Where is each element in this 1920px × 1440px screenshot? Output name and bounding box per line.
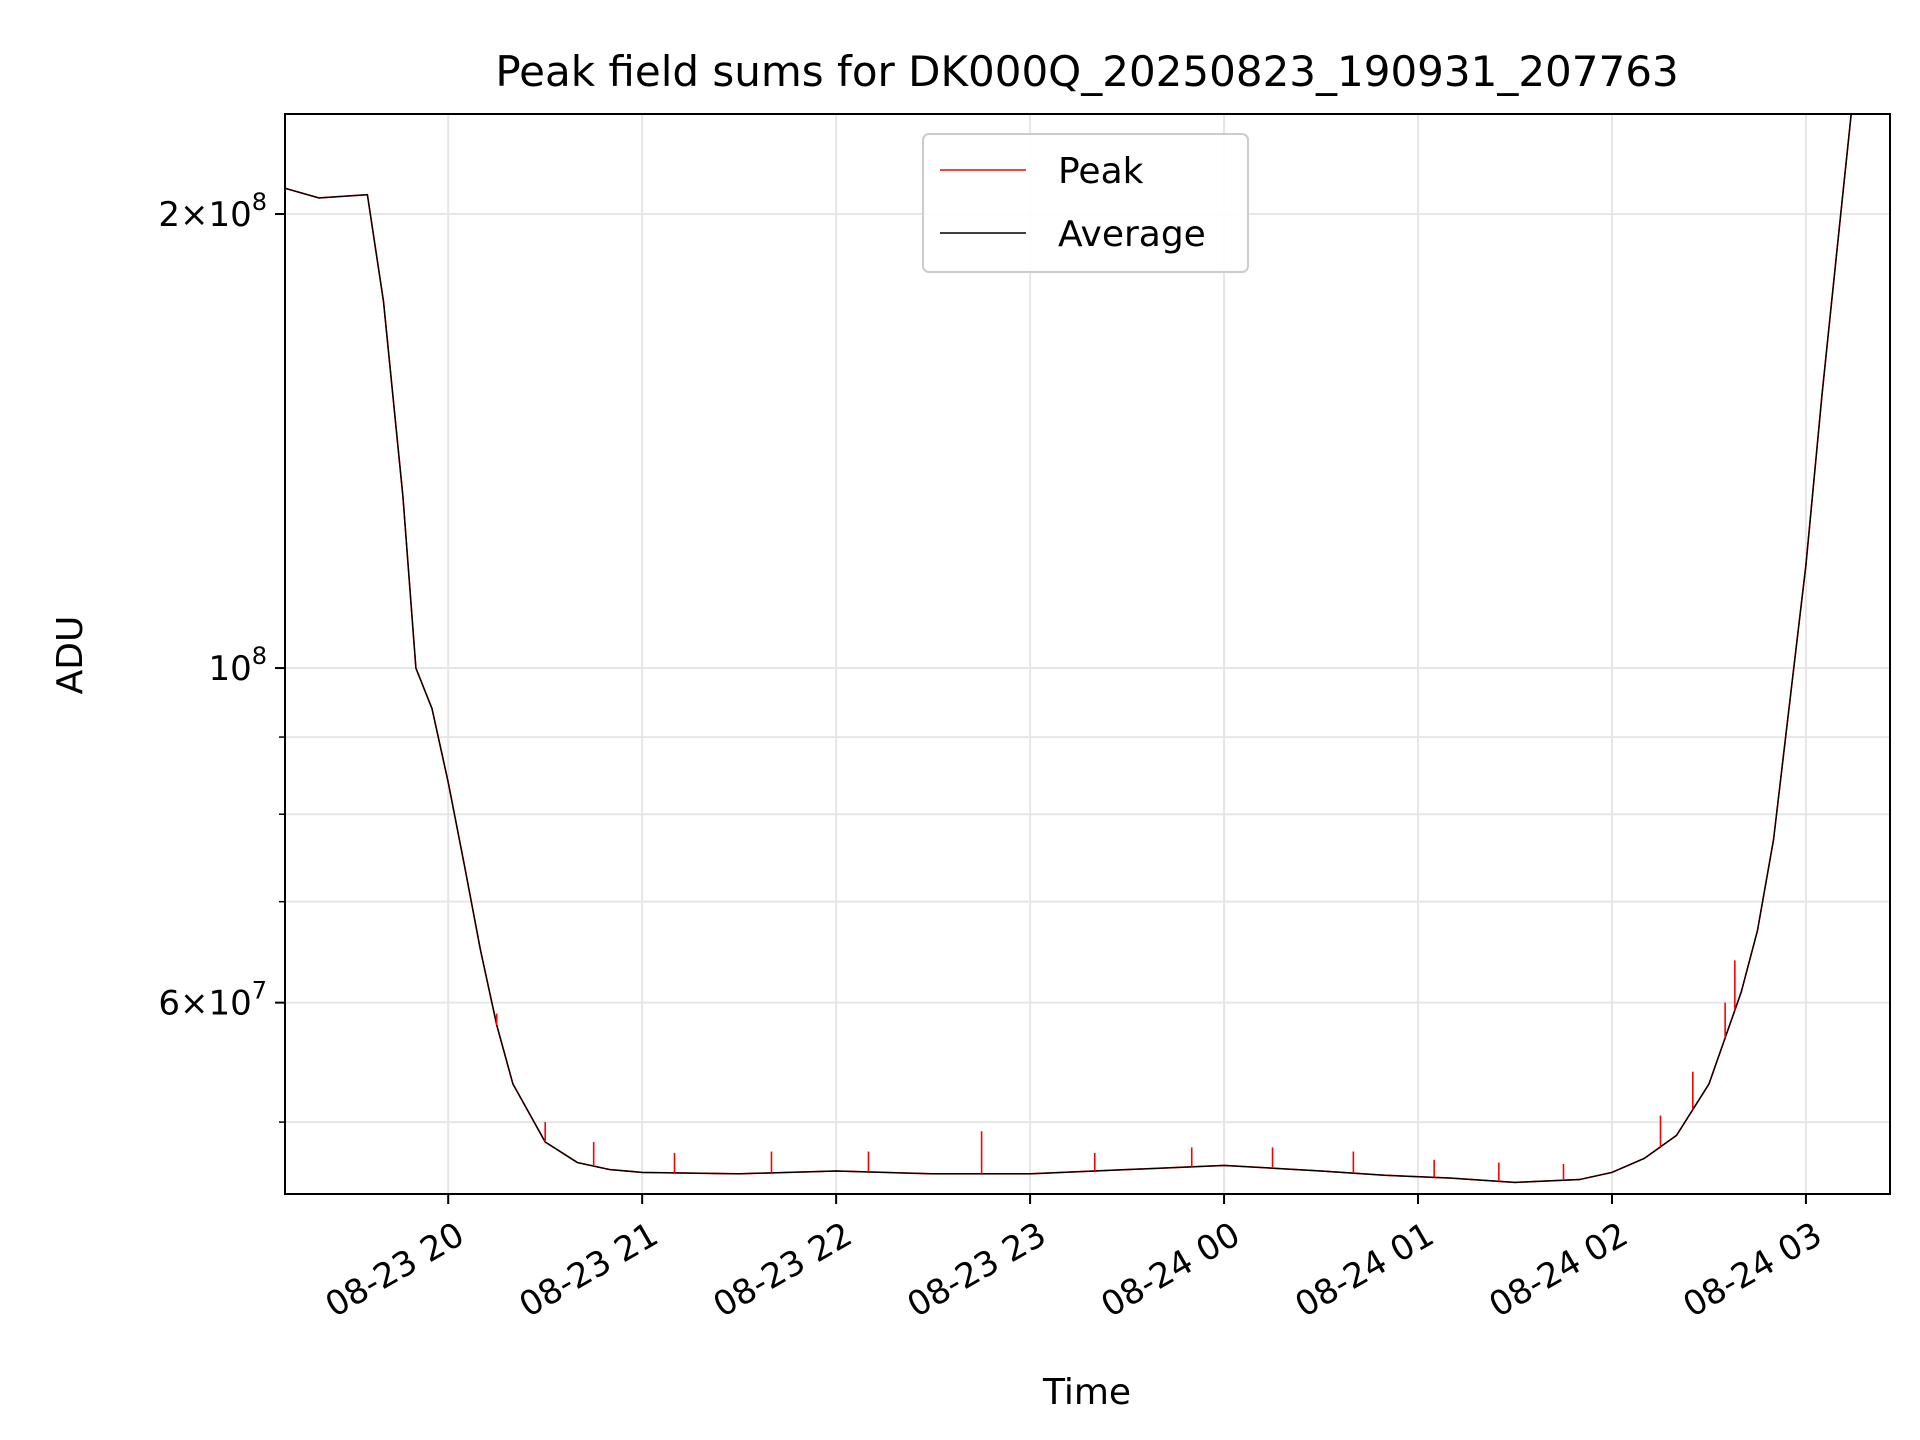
chart-title: Peak field sums for DK000Q_20250823_1909… — [495, 47, 1678, 96]
y-tick-label: 2×108 — [158, 188, 267, 235]
legend-label-peak: Peak — [1058, 151, 1144, 192]
legend-box — [922, 133, 1249, 273]
series-layer — [285, 114, 1890, 1184]
legend: Peak Average — [922, 133, 1249, 273]
legend-label-average: Average — [1058, 214, 1206, 255]
plot-frame — [284, 113, 1891, 1195]
x-axis-label: Time — [1042, 1372, 1131, 1413]
series-line-average — [285, 114, 1890, 1184]
y-axis: 6×107 108 2×108 — [158, 188, 285, 1123]
y-tick-label: 108 — [208, 642, 267, 689]
y-axis-label: ADU — [50, 616, 91, 695]
y-tick-label: 6×107 — [158, 977, 267, 1024]
